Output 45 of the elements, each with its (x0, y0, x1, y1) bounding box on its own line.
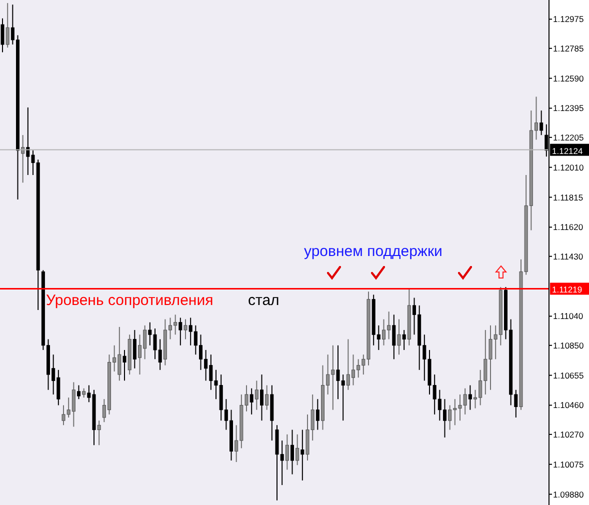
candlestick (290, 429, 294, 475)
y-tick-label: 1.11815 (553, 192, 584, 202)
y-tick-label: 1.10655 (553, 370, 584, 380)
y-tick-label: 1.09880 (553, 489, 584, 500)
y-tick-label: 1.10270 (553, 429, 584, 440)
candlestick (468, 384, 472, 410)
candlestick (77, 384, 80, 400)
candlestick (265, 384, 269, 410)
candlestick (82, 388, 86, 398)
candlestick (285, 434, 289, 470)
ref-line-label: 1.12124 (552, 146, 583, 156)
candlestick (300, 429, 304, 481)
candlestick (122, 349, 126, 382)
y-tick-label: 1.11430 (553, 251, 584, 262)
candlestick (402, 330, 406, 350)
y-tick-label: 1.12590 (553, 73, 584, 84)
y-tick-label: 1.10850 (553, 340, 584, 350)
y-tick-label: 1.12010 (553, 162, 584, 172)
y-tick-label: 1.11040 (553, 311, 584, 322)
candlestick (132, 330, 136, 369)
candlestick (178, 317, 182, 346)
y-tick-label: 1.10075 (553, 459, 584, 470)
candlestick (540, 110, 544, 136)
candlestick (316, 398, 320, 430)
candlestick (6, 2, 10, 48)
y-tick-label: 1.11620 (553, 222, 584, 232)
annotation: уровнем поддержки (304, 243, 442, 260)
candlestick (296, 434, 300, 466)
y-tick-label: 1.12975 (553, 14, 584, 24)
candlestick (97, 420, 101, 446)
y-tick-label: 1.12395 (553, 103, 584, 114)
candlestick (184, 318, 188, 340)
y-tick-label: 1.12205 (553, 132, 584, 142)
candlestick (254, 380, 258, 410)
candlestick (0, 18, 4, 53)
candlestick (397, 318, 401, 356)
candlestick (250, 388, 254, 415)
annotation: Уровень сопротивления (46, 292, 214, 309)
candlestick (260, 374, 264, 422)
y-tick-label: 1.12785 (553, 43, 584, 54)
y-tick-label: 1.10460 (553, 400, 584, 410)
annotation: стал (248, 292, 280, 309)
candlestick (392, 314, 396, 360)
candlestick (21, 134, 25, 184)
ref-line-label: 1.11219 (552, 284, 582, 295)
